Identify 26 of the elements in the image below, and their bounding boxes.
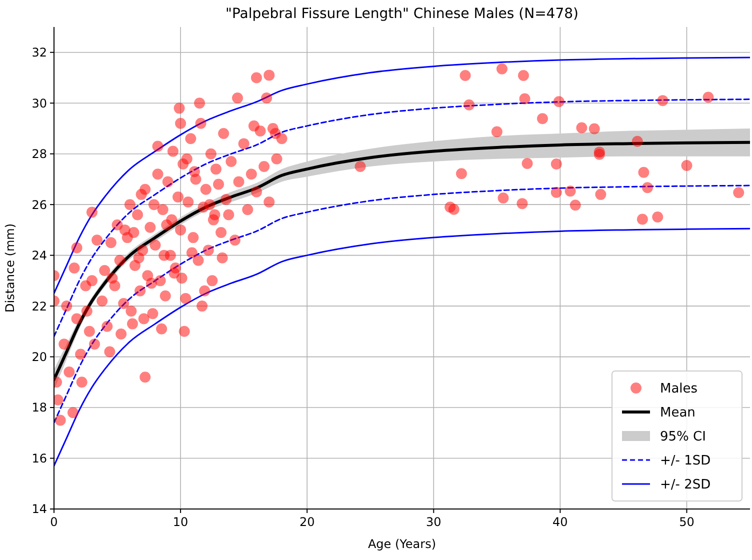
annotation: 95% CI bbox=[660, 430, 706, 445]
y-tick-label: 32 bbox=[32, 46, 47, 60]
y-tick-label: 26 bbox=[32, 198, 47, 212]
y-tick-label: 22 bbox=[32, 299, 47, 314]
y-tick-label: 18 bbox=[32, 400, 47, 415]
line-series bbox=[54, 228, 750, 467]
legend-label: +/- 2SD bbox=[660, 478, 711, 493]
y-tick-label: 24 bbox=[32, 248, 47, 263]
x-tick-label: 40 bbox=[552, 515, 568, 529]
legend-label: Males bbox=[660, 382, 698, 397]
line-series bbox=[54, 56, 750, 294]
x-tick-label: 0 bbox=[50, 515, 58, 529]
x-tick-label: 50 bbox=[679, 515, 694, 529]
x-axis-title: Age (Years) bbox=[368, 537, 436, 551]
legend-label: +/- 1SD bbox=[660, 454, 711, 469]
y-tick-label: 30 bbox=[32, 96, 47, 110]
y-tick-label: 14 bbox=[32, 502, 47, 516]
y-axis-title: Distance (mm) bbox=[3, 223, 17, 313]
x-tick-label: 10 bbox=[172, 515, 188, 529]
x-tick-label: 30 bbox=[426, 515, 442, 529]
y-tick-label: 20 bbox=[32, 350, 47, 364]
legend-label: Mean bbox=[660, 406, 696, 421]
x-tick-label: 20 bbox=[299, 515, 315, 529]
chart-title: "Palpebral Fissure Length" Chinese Males (N=478) bbox=[226, 6, 578, 22]
y-tick-label: 28 bbox=[32, 147, 47, 162]
y-tick-label: 16 bbox=[32, 451, 47, 466]
